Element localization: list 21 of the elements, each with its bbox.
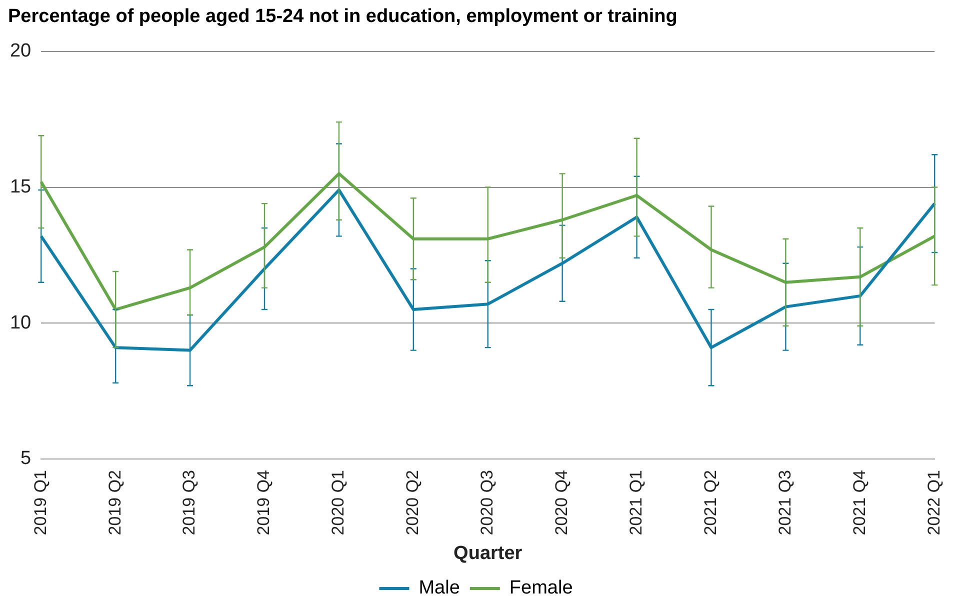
x-tick-label: 2019 Q3: [180, 470, 199, 536]
x-tick-label: 2020 Q1: [328, 470, 348, 536]
x-tick-label: 2021 Q3: [775, 470, 794, 536]
chart-title: Percentage of people aged 15-24 not in education, employment or training: [8, 6, 678, 28]
x-tick-label: 2019 Q2: [105, 470, 124, 536]
x-tick-label: 2020 Q2: [403, 470, 422, 536]
y-tick-label: 20: [10, 40, 32, 62]
y-tick-label: 10: [10, 312, 32, 334]
x-tick-label: 2020 Q4: [552, 470, 572, 536]
x-tick-label: 2021 Q4: [850, 470, 869, 536]
legend-label: Female: [509, 578, 573, 599]
x-tick-label: 2021 Q2: [700, 470, 720, 536]
x-tick-label: 2019 Q4: [254, 470, 274, 536]
x-tick-label: 2022 Q1: [924, 470, 944, 536]
legend-label: Male: [418, 578, 460, 599]
x-tick-label: 2021 Q1: [626, 470, 646, 536]
y-tick-label: 5: [20, 448, 32, 470]
x-tick-label: 2019 Q1: [30, 470, 50, 536]
y-tick-label: 15: [10, 176, 32, 198]
x-axis-title: Quarter: [454, 542, 523, 564]
x-tick-label: 2020 Q3: [478, 470, 497, 536]
